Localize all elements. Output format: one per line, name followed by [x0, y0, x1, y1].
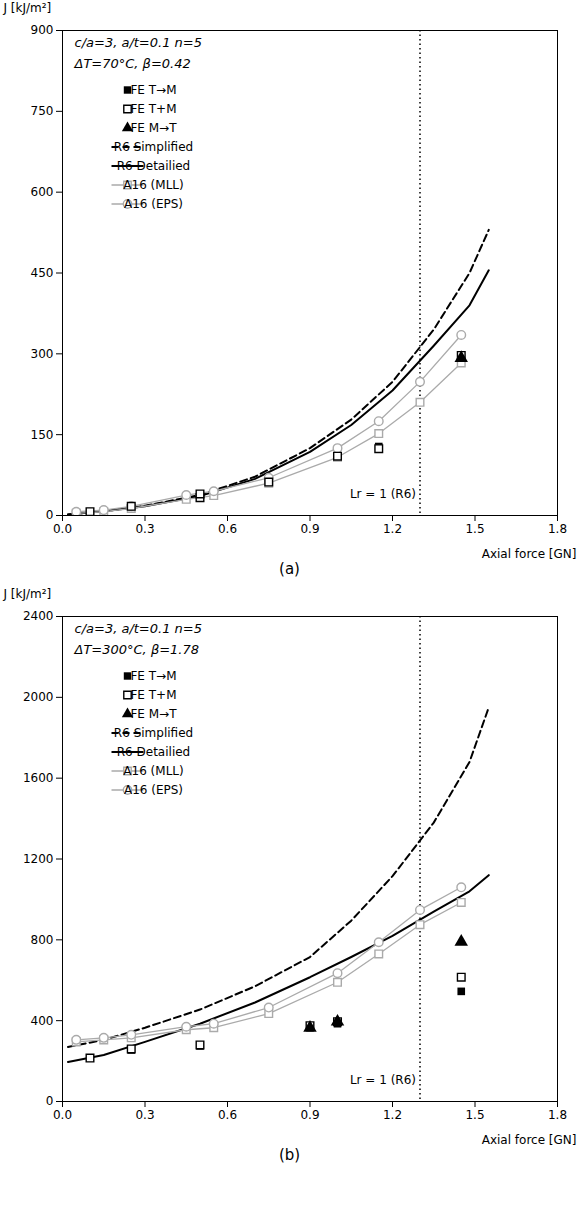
svg-text:0.6: 0.6: [218, 522, 237, 536]
svg-text:2400: 2400: [23, 609, 54, 623]
svg-text:800: 800: [31, 933, 54, 947]
svg-text:A16 (EPS): A16 (EPS): [124, 197, 183, 211]
svg-text:1.8: 1.8: [548, 1108, 567, 1122]
svg-text:R6 Detailied: R6 Detailied: [117, 745, 190, 759]
svg-text:FE T→M: FE T→M: [130, 83, 176, 97]
svg-text:J [kJ/m²]: J [kJ/m²]: [3, 1, 52, 15]
svg-text:FE T+M: FE T+M: [130, 102, 176, 116]
svg-text:c/a=3, a/t=0.1 n=5: c/a=3, a/t=0.1 n=5: [75, 621, 202, 636]
svg-text:R6 Detailied: R6 Detailied: [117, 159, 190, 173]
html-text:(a): (a): [279, 560, 300, 578]
svg-text:R6 Simplified: R6 Simplified: [114, 726, 193, 740]
svg-text:900: 900: [31, 23, 54, 37]
svg-text:c/a=3, a/t=0.1 n=5: c/a=3, a/t=0.1 n=5: [75, 35, 202, 50]
svg-text:FE M→T: FE M→T: [130, 707, 177, 721]
html-text:(b): (b): [278, 1146, 301, 1164]
svg-text:450: 450: [31, 266, 54, 280]
svg-text:Axial force [GN]: Axial force [GN]: [482, 547, 577, 561]
svg-text:A16 (MLL): A16 (MLL): [123, 178, 183, 192]
svg-text:0.3: 0.3: [135, 1108, 154, 1122]
svg-text:1.2: 1.2: [383, 1108, 402, 1122]
svg-text:0.9: 0.9: [300, 522, 319, 536]
svg-text:600: 600: [31, 185, 54, 199]
svg-text:1.8: 1.8: [548, 522, 567, 536]
svg-text:FE T+M: FE T+M: [130, 688, 176, 702]
svg-text:0.6: 0.6: [218, 1108, 237, 1122]
svg-text:1.5: 1.5: [465, 1108, 484, 1122]
svg-text:A16 (MLL): A16 (MLL): [123, 764, 183, 778]
svg-text:0.0: 0.0: [53, 522, 72, 536]
svg-text:0.0: 0.0: [53, 1108, 72, 1122]
svg-text:0.9: 0.9: [300, 1108, 319, 1122]
svg-text:J [kJ/m²]: J [kJ/m²]: [3, 587, 52, 601]
svg-text:300: 300: [31, 347, 54, 361]
svg-text:1.5: 1.5: [465, 522, 484, 536]
svg-text:1600: 1600: [23, 771, 54, 785]
svg-text:0: 0: [46, 508, 54, 522]
svg-text:1.2: 1.2: [383, 522, 402, 536]
svg-text:750: 750: [31, 104, 54, 118]
svg-text:Axial force [GN]: Axial force [GN]: [482, 1133, 577, 1147]
svg-text:2000: 2000: [23, 690, 54, 704]
svg-text:Lr = 1 (R6): Lr = 1 (R6): [350, 487, 416, 501]
svg-text:150: 150: [31, 428, 54, 442]
svg-text:FE M→T: FE M→T: [130, 121, 177, 135]
svg-text:0: 0: [46, 1094, 54, 1108]
svg-text:1200: 1200: [23, 852, 54, 866]
svg-text:0.3: 0.3: [135, 522, 154, 536]
svg-text:400: 400: [31, 1014, 54, 1028]
svg-text:ΔT=300°C, β=1.78: ΔT=300°C, β=1.78: [74, 642, 200, 657]
svg-text:ΔT=70°C, β=0.42: ΔT=70°C, β=0.42: [74, 56, 191, 71]
svg-text:FE T→M: FE T→M: [130, 669, 176, 683]
svg-text:A16 (EPS): A16 (EPS): [124, 783, 183, 797]
svg-text:R6 Simplified: R6 Simplified: [114, 140, 193, 154]
svg-text:Lr = 1 (R6): Lr = 1 (R6): [350, 1073, 416, 1087]
